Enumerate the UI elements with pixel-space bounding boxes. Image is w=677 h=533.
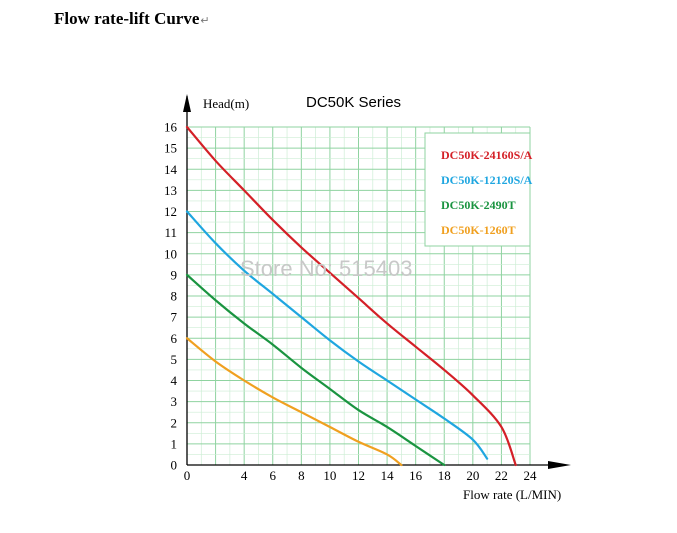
y-tick-label: 4 — [171, 373, 178, 388]
y-tick-label: 7 — [171, 310, 178, 325]
store-watermark: Store No: 515403 — [240, 256, 412, 281]
page-heading: Flow rate-lift Curve↵ — [54, 9, 210, 29]
x-tick-label: 6 — [270, 468, 277, 483]
y-axis-arrow-icon — [183, 94, 191, 112]
y-axis-label: Head(m) — [203, 96, 249, 111]
legend-entry: DC50K-1260T — [441, 223, 516, 237]
x-tick-label: 8 — [298, 468, 305, 483]
y-tick-label: 14 — [164, 162, 178, 177]
series-line — [185, 273, 446, 467]
y-tick-label: 12 — [164, 204, 177, 219]
x-tick-label: 24 — [524, 468, 538, 483]
x-tick-label: 4 — [241, 468, 248, 483]
x-tick-label: 10 — [323, 468, 336, 483]
y-tick-label: 1 — [171, 436, 178, 451]
x-tick-label: 18 — [438, 468, 451, 483]
legend-box — [424, 132, 531, 247]
chart-axes — [183, 94, 571, 469]
chart-series-lines — [185, 125, 517, 467]
y-tick-label: 9 — [171, 267, 178, 282]
x-tick-label: 22 — [495, 468, 508, 483]
return-mark-icon: ↵ — [200, 15, 210, 27]
x-tick-label: 0 — [184, 468, 191, 483]
chart-tick-labels: 0 4 6 8 10 12 14 16 18 20 22 2401234567891011121314… — [164, 120, 537, 484]
x-tick-label: 14 — [381, 468, 395, 483]
series-line — [185, 125, 517, 467]
x-tick-label: 12 — [352, 468, 365, 483]
y-tick-label: 8 — [171, 289, 178, 304]
legend-entry: DC50K-24160S/A — [441, 148, 533, 162]
legend-entry: DC50K-2490T — [441, 198, 516, 212]
series-line — [185, 210, 489, 460]
x-axis-label: Flow rate (L/MIN) — [463, 487, 561, 502]
y-tick-label: 6 — [171, 331, 178, 346]
y-tick-label: 3 — [171, 394, 178, 409]
y-tick-label: 0 — [171, 458, 178, 473]
y-tick-label: 16 — [164, 120, 178, 135]
y-tick-label: 5 — [171, 352, 178, 367]
x-tick-label: 20 — [466, 468, 479, 483]
y-tick-label: 2 — [171, 415, 178, 430]
y-tick-label: 15 — [164, 141, 177, 156]
y-tick-label: 13 — [164, 183, 177, 198]
y-tick-label: 11 — [164, 225, 177, 240]
chart-legend: DC50K-24160S/A DC50K-12120S/A DC50K-2490T D… — [424, 132, 533, 247]
x-axis-arrow-icon — [548, 461, 571, 469]
page-heading-text: Flow rate-lift Curve — [54, 9, 200, 28]
chart-title: DC50K Series — [306, 94, 401, 111]
series-line — [185, 337, 403, 467]
y-tick-label: 10 — [164, 246, 177, 261]
legend-entry: DC50K-12120S/A — [441, 173, 533, 187]
x-tick-label: 16 — [409, 468, 423, 483]
